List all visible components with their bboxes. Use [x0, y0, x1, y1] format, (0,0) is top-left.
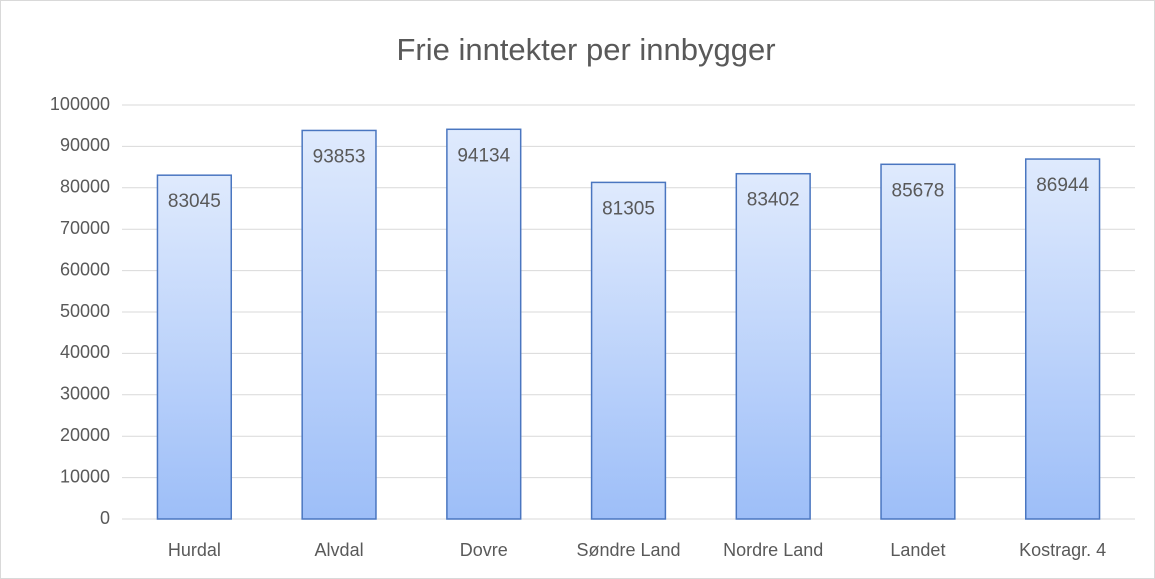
data-label: 83045: [168, 191, 221, 212]
data-label: 85678: [892, 180, 945, 201]
y-tick-label: 100000: [50, 94, 110, 114]
data-label: 94134: [457, 145, 510, 166]
y-tick-label: 50000: [60, 301, 110, 321]
data-label: 83402: [747, 190, 800, 211]
x-tick-label: Alvdal: [315, 540, 364, 560]
y-tick-label: 40000: [60, 342, 110, 362]
y-tick-label: 10000: [60, 466, 110, 486]
bar: [735, 172, 811, 520]
x-tick-label: Dovre: [460, 540, 508, 560]
x-tick-label: Kostragr. 4: [1019, 540, 1106, 560]
y-tick-label: 80000: [60, 177, 110, 197]
y-tick-label: 70000: [60, 218, 110, 238]
x-tick-label: Nordre Land: [723, 540, 823, 560]
data-label: 93853: [313, 146, 366, 167]
bar: [880, 163, 956, 520]
bar: [156, 174, 233, 520]
chart-title: Frie inntekter per innbygger: [396, 32, 775, 67]
bar: [1024, 158, 1101, 520]
y-tick-label: 90000: [60, 135, 110, 155]
bar: [301, 129, 377, 520]
y-tick-label: 30000: [60, 384, 110, 404]
data-label: 81305: [602, 198, 655, 219]
y-tick-label: 0: [100, 508, 110, 528]
data-label: 86944: [1036, 175, 1089, 196]
x-tick-label: Hurdal: [168, 540, 221, 560]
y-tick-label: 20000: [60, 425, 110, 445]
y-tick-label: 60000: [60, 259, 110, 279]
bar: [446, 128, 522, 520]
x-tick-label: Landet: [890, 540, 945, 560]
bar: [590, 181, 667, 520]
x-tick-label: Søndre Land: [576, 540, 680, 560]
